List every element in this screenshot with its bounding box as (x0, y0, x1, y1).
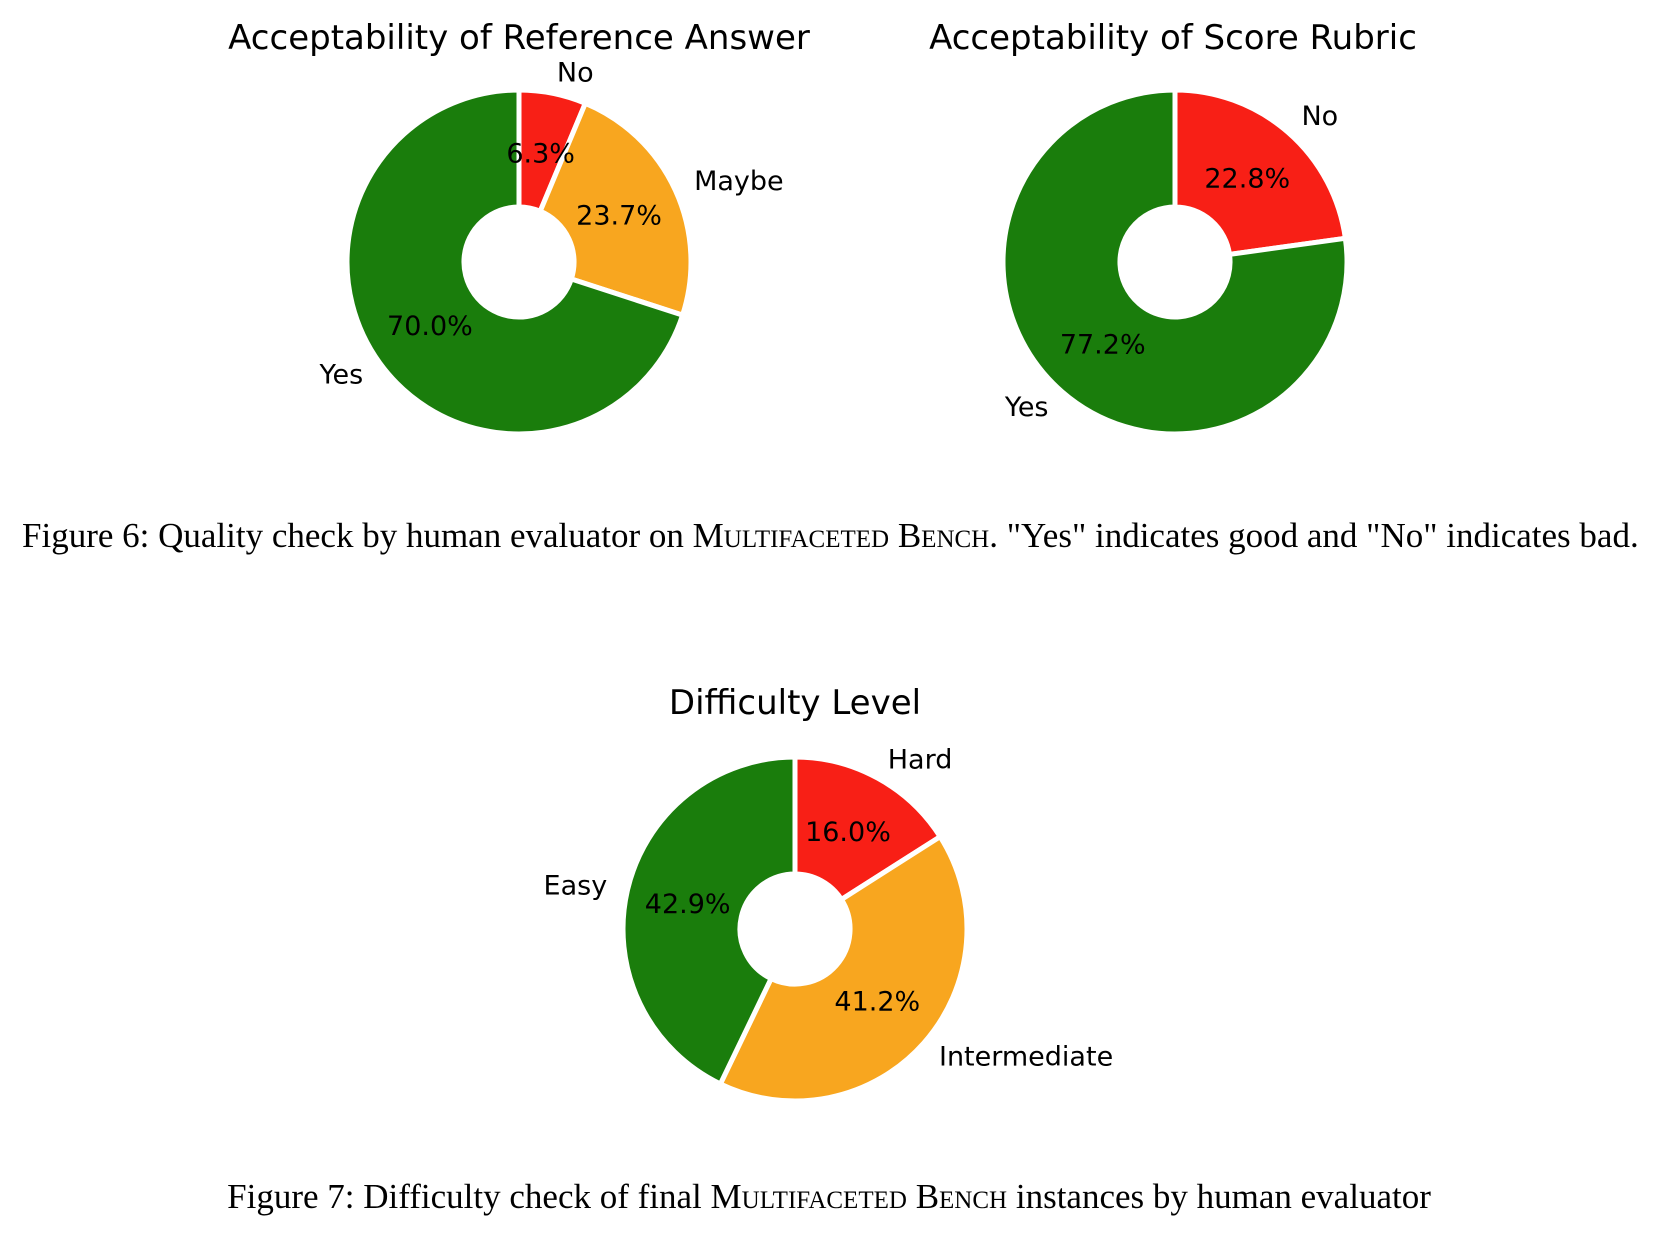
caption-text: . "Yes" indicates good and "No" indicate… (989, 516, 1639, 555)
caption-text: Figure 7: Difficulty check of final (227, 1177, 711, 1216)
percent-label: 41.2% (834, 987, 920, 1018)
caption-text: instances by human evaluator (1007, 1177, 1431, 1216)
category-label: No (1301, 101, 1338, 132)
category-label: Intermediate (939, 1041, 1113, 1072)
score-rubric-donut-chart: Acceptability of Score Rubric 22.8% No 77.… (929, 18, 1417, 437)
pie-slice-yes (1000, 87, 1350, 437)
percent-label: 16.0% (805, 817, 891, 848)
percent-label: 42.9% (645, 889, 731, 920)
category-label: Easy (544, 871, 608, 902)
chart-title: Acceptability of Reference Answer (228, 18, 810, 58)
bench-name: Multifaceted (710, 1177, 907, 1216)
category-label: Hard (888, 745, 953, 776)
category-label: Yes (1004, 392, 1049, 423)
pie-slice-intermediate (717, 833, 970, 1104)
chart-title: Acceptability of Score Rubric (929, 18, 1417, 58)
category-label: No (557, 58, 594, 89)
bench-name: Bench (915, 1177, 1008, 1216)
difficulty-level-donut-chart: Difficulty Level 16.0% Hard 41.2% Intermedi… (544, 683, 1113, 1104)
pie-slice-maybe (536, 100, 694, 319)
category-label: Maybe (694, 166, 784, 197)
pie-slice-yes (344, 87, 686, 437)
percent-label: 23.7% (576, 201, 662, 232)
figure-6-caption: Figure 6: Quality check by human evaluat… (22, 515, 1652, 557)
caption-text: Figure 6: Quality check by human evaluat… (22, 516, 693, 555)
bench-name: Multifaceted (692, 516, 890, 555)
percent-label: 70.0% (387, 311, 473, 342)
percent-label: 6.3% (506, 139, 575, 170)
category-label: Yes (319, 360, 364, 391)
chart-title: Difficulty Level (669, 683, 921, 723)
percent-label: 22.8% (1204, 163, 1290, 194)
pie-slice-easy (620, 754, 798, 1088)
percent-label: 77.2% (1060, 330, 1146, 361)
figure-7-caption: Figure 7: Difficulty check of final Mult… (0, 1176, 1658, 1218)
pie-slice-hard (792, 754, 944, 903)
bench-name: Bench (897, 516, 990, 555)
pie-slice-no (1172, 87, 1349, 258)
reference-answer-donut-chart: Acceptability of Reference Answer 6.3% No… (228, 18, 810, 437)
